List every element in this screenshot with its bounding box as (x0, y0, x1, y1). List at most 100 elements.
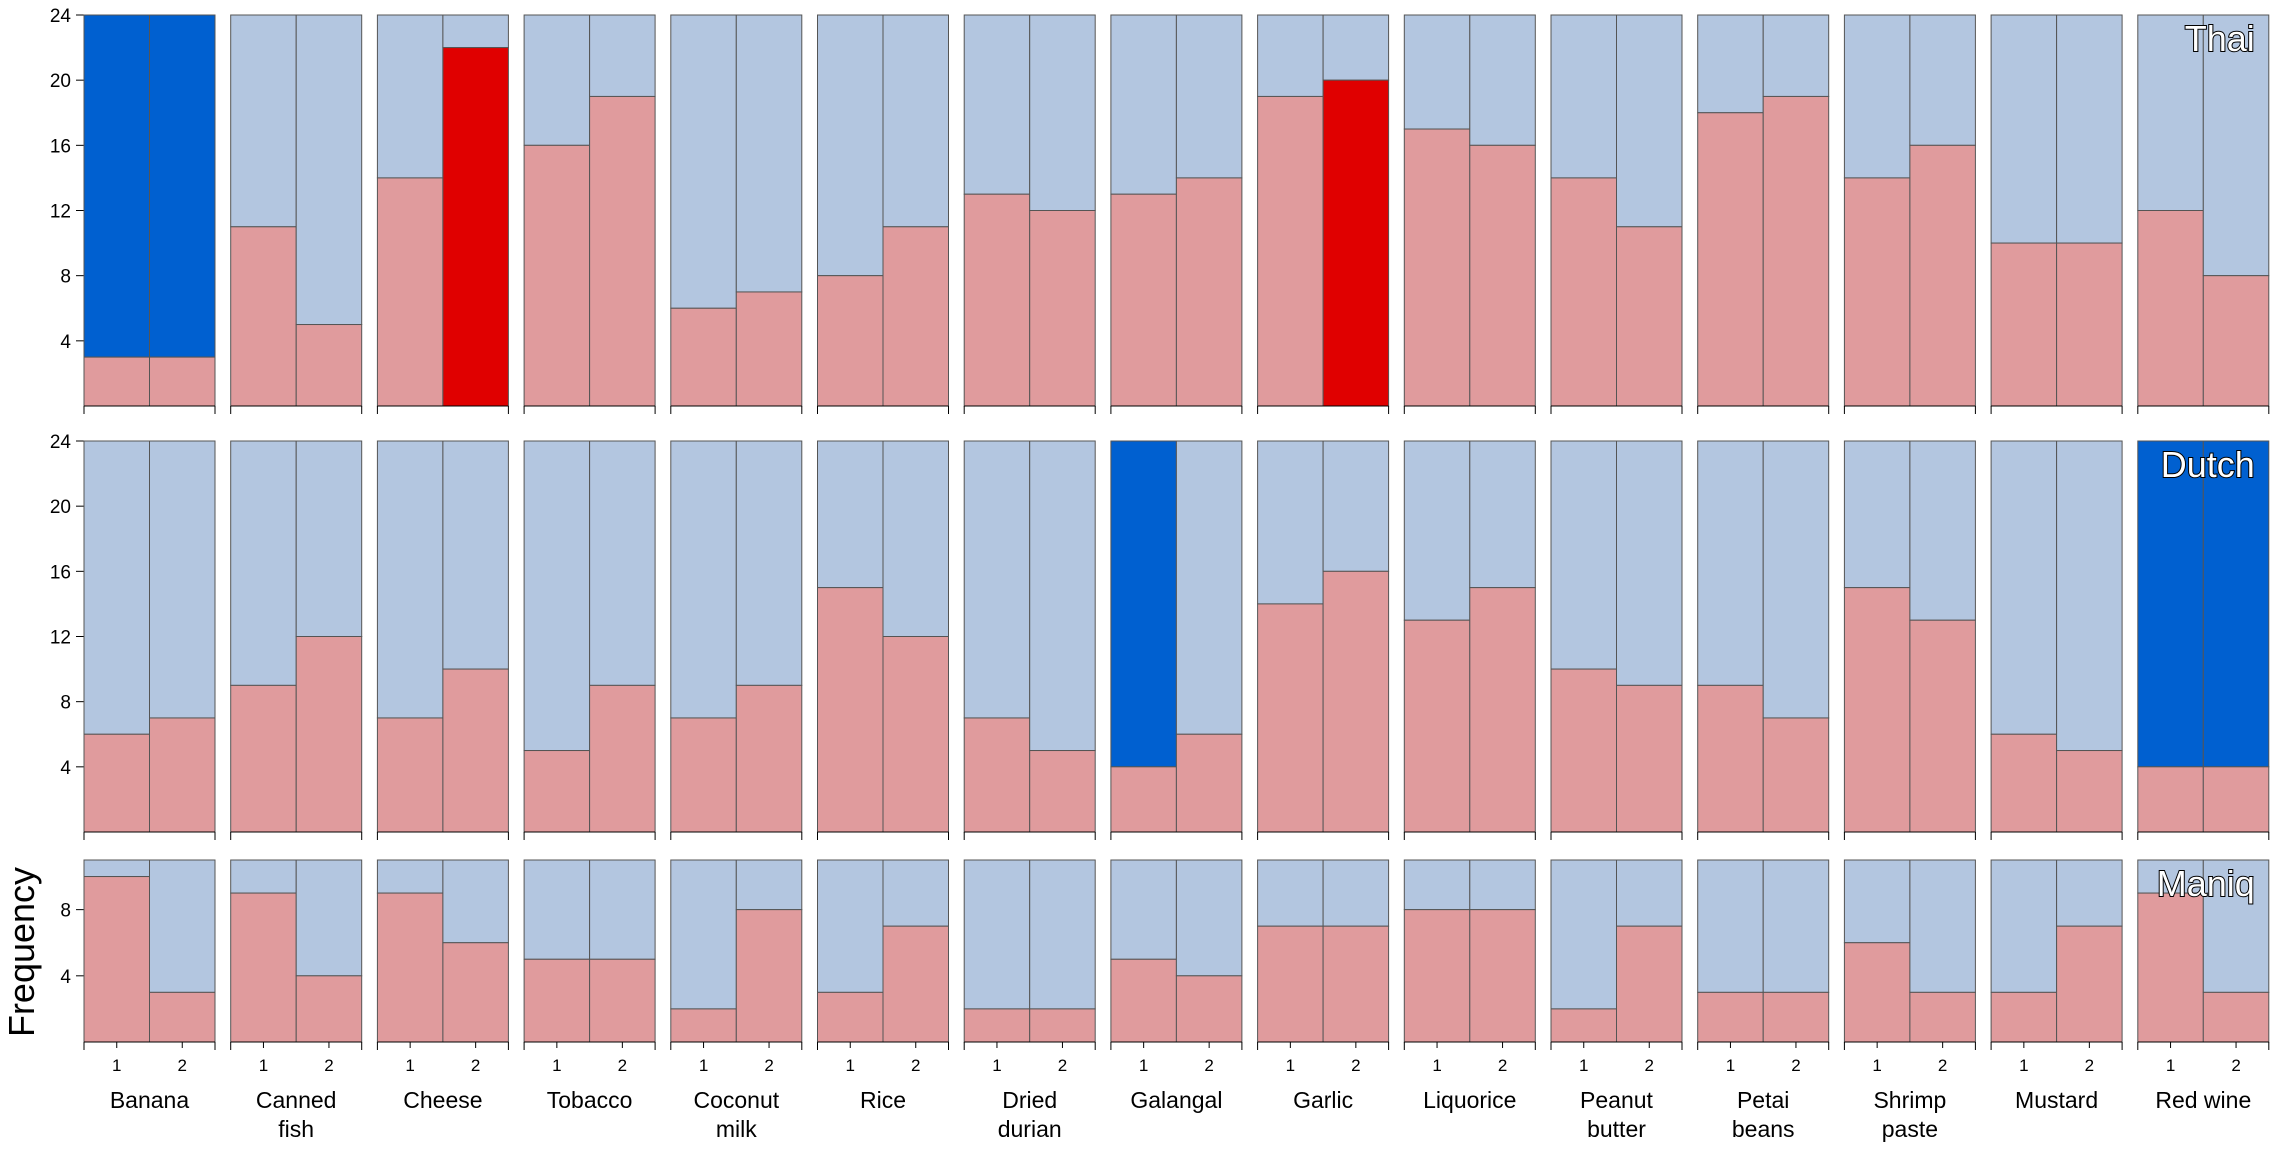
bar-lower-segment (1110, 958, 1177, 1043)
bar-group (523, 440, 656, 840)
bar-upper-segment (1175, 14, 1243, 179)
bar-lower-segment (882, 636, 949, 833)
bar-lower-segment (1403, 909, 1471, 1043)
bar-upper-segment (735, 859, 803, 911)
bar-lower-segment (963, 193, 1031, 407)
bar-upper-segment (963, 859, 1031, 1010)
bar-upper-segment (1909, 14, 1976, 146)
bar-label: 2 (324, 1056, 333, 1075)
bar-lower-segment (230, 684, 297, 833)
bar-lower-segment (1762, 717, 1830, 833)
bar-lower-segment (2056, 750, 2123, 833)
bar-lower-segment (1322, 925, 1390, 1043)
category-label: Tobacco (547, 1087, 633, 1113)
bar-upper-segment (963, 440, 1031, 719)
bar-upper-segment (882, 859, 949, 927)
bar-lower-segment (1550, 668, 1617, 833)
bar-lower-segment (1257, 95, 1324, 407)
category-label-line: Liquorice (1423, 1087, 1516, 1113)
bar-upper-segment (1843, 440, 1911, 589)
bar-upper-segment (2056, 14, 2123, 244)
category-label: Shrimp paste (1873, 1087, 1946, 1142)
panel-title: Maniq (2157, 863, 2255, 904)
bar-group (1990, 440, 2123, 840)
bar-lower-segment (735, 909, 803, 1043)
bar-label: 1 (1286, 1056, 1295, 1075)
bar-upper-segment (1403, 440, 1471, 621)
bar-lower-segment (1616, 925, 1683, 1043)
bar-upper-segment (1616, 440, 1683, 686)
bar-group (1843, 440, 1976, 840)
bar-label: 1 (2166, 1056, 2175, 1075)
bar-upper-segment (2056, 440, 2123, 752)
bar-label: 1 (1579, 1056, 1588, 1075)
y-tick-label: 4 (60, 332, 71, 353)
bar-lower-segment (1762, 95, 1830, 407)
bar-lower-segment (1843, 942, 1911, 1043)
bar-lower-segment (523, 750, 591, 833)
bar-upper-segment (2202, 859, 2270, 993)
bar-label: 1 (552, 1056, 561, 1075)
category-label-line: Shrimp (1873, 1087, 1946, 1113)
bar-upper-segment (2137, 14, 2204, 211)
bar-group (670, 440, 803, 840)
bar-lower-segment (1175, 733, 1243, 833)
category-label-line: Garlic (1293, 1087, 1353, 1113)
bar-upper-segment (1616, 14, 1683, 228)
bar-group (83, 440, 216, 840)
bar-group (1550, 14, 1683, 414)
y-tick-label: 16 (50, 136, 71, 157)
bar-lower-segment (1762, 991, 1830, 1043)
bar-upper-segment (670, 14, 737, 309)
bar-label: 1 (1726, 1056, 1735, 1075)
bar-lower-segment (589, 958, 656, 1043)
bar-lower-segment (1990, 242, 2058, 407)
bar-upper-segment (83, 14, 150, 358)
bar-lower-segment (735, 291, 803, 407)
bar-lower-segment (83, 876, 150, 1043)
bar-lower-segment (376, 177, 444, 407)
bar-upper-segment (376, 440, 444, 719)
bar-label: 2 (1351, 1056, 1360, 1075)
bar-upper-segment (523, 859, 591, 960)
bar-lower-segment (1990, 991, 2058, 1043)
bar-upper-segment (523, 14, 591, 146)
bar-upper-segment (523, 440, 591, 752)
y-tick-label: 4 (60, 967, 71, 988)
bar-group (376, 440, 509, 840)
bar-label: 2 (764, 1056, 773, 1075)
category-label: Red wine (2155, 1087, 2251, 1113)
bar-upper-segment (1322, 14, 1390, 81)
category-label-line: Galangal (1130, 1087, 1222, 1113)
bar-upper-segment (1762, 14, 1830, 97)
bar-upper-segment (670, 440, 737, 719)
bar-lower-segment (817, 587, 884, 833)
bar-upper-segment (1029, 440, 1096, 752)
panel-title: Thai (2185, 18, 2255, 59)
bar-group (817, 14, 949, 414)
bar-upper-segment (1697, 14, 1764, 114)
bar-lower-segment (1175, 975, 1243, 1043)
bar-upper-segment (1909, 859, 1976, 993)
bar-label: 2 (1498, 1056, 1507, 1075)
bar-upper-segment (295, 14, 363, 326)
category-label-line: Petai (1737, 1087, 1789, 1113)
bar-lower-segment (442, 47, 509, 407)
bar-lower-segment (442, 942, 509, 1043)
category-label-line: Red wine (2155, 1087, 2251, 1113)
bar-label: 2 (1938, 1056, 1947, 1075)
bar-group (1990, 14, 2123, 414)
panel-dutch: 4 8 12 16 20 24 Dutch (50, 432, 2270, 840)
bar-upper-segment (442, 440, 509, 670)
bar-upper-segment (295, 440, 363, 637)
bar-upper-segment (83, 440, 150, 735)
bar-upper-segment (2202, 440, 2270, 768)
category-label-line: Mustard (2015, 1087, 2098, 1113)
bar-lower-segment (2202, 275, 2270, 407)
